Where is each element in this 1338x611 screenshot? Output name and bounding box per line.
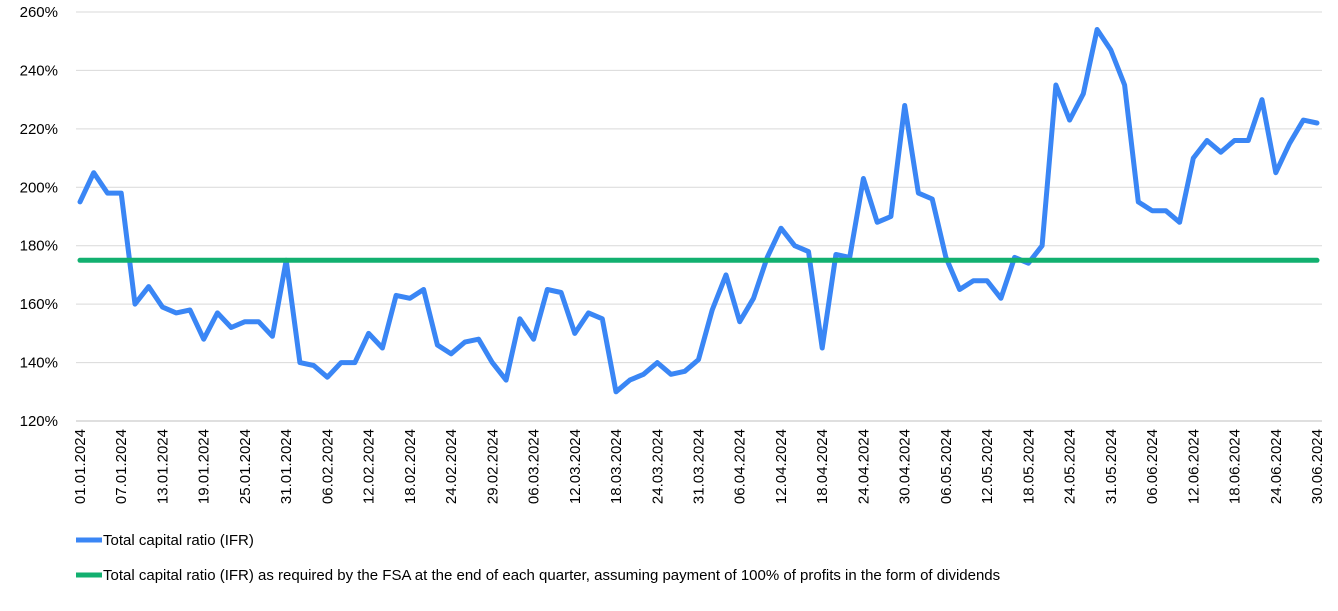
- y-tick-label: 260%: [20, 4, 58, 21]
- x-tick-label: 07.01.2024: [113, 429, 130, 504]
- x-tick-label: 31.01.2024: [278, 429, 295, 504]
- x-tick-label: 30.04.2024: [897, 429, 914, 504]
- x-tick-label: 13.01.2024: [154, 429, 171, 504]
- y-tick-label: 180%: [20, 238, 58, 255]
- legend-label: Total capital ratio (IFR): [103, 532, 254, 549]
- x-tick-label: 12.04.2024: [773, 429, 790, 504]
- x-tick-label: 18.02.2024: [402, 429, 419, 504]
- x-tick-label: 18.04.2024: [814, 429, 831, 504]
- y-tick-label: 160%: [20, 296, 58, 313]
- y-tick-label: 220%: [20, 121, 58, 138]
- y-tick-label: 140%: [20, 355, 58, 372]
- x-tick-label: 29.02.2024: [484, 429, 501, 504]
- x-tick-label: 06.04.2024: [732, 429, 749, 504]
- x-tick-label: 12.03.2024: [567, 429, 584, 504]
- x-tick-label: 06.05.2024: [938, 429, 955, 504]
- x-tick-label: 24.06.2024: [1268, 429, 1285, 504]
- y-tick-label: 120%: [20, 413, 58, 430]
- x-tick-label: 18.06.2024: [1227, 429, 1244, 504]
- x-tick-label: 06.03.2024: [526, 429, 543, 504]
- x-tick-label: 01.01.2024: [72, 429, 89, 504]
- x-tick-label: 24.02.2024: [443, 429, 460, 504]
- x-tick-label: 06.06.2024: [1144, 429, 1161, 504]
- x-tick-label: 18.05.2024: [1020, 429, 1037, 504]
- x-tick-label: 19.01.2024: [196, 429, 213, 504]
- legend-label: Total capital ratio (IFR) as required by…: [103, 567, 1000, 584]
- x-tick-label: 24.03.2024: [649, 429, 666, 504]
- y-tick-label: 240%: [20, 62, 58, 79]
- x-tick-label: 24.05.2024: [1062, 429, 1079, 504]
- line-series: [77, 27, 1320, 395]
- x-tick-label: 24.04.2024: [855, 429, 872, 504]
- y-tick-label: 200%: [20, 179, 58, 196]
- x-tick-label: 30.06.2024: [1309, 429, 1326, 504]
- x-tick-label: 25.01.2024: [237, 429, 254, 504]
- x-tick-label: 12.05.2024: [979, 429, 996, 504]
- x-tick-label: 06.02.2024: [319, 429, 336, 504]
- x-tick-label: 31.05.2024: [1103, 429, 1120, 504]
- x-tick-label: 18.03.2024: [608, 429, 625, 504]
- x-tick-label: 12.06.2024: [1185, 429, 1202, 504]
- x-tick-label: 31.03.2024: [691, 429, 708, 504]
- x-tick-label: 12.02.2024: [361, 429, 378, 504]
